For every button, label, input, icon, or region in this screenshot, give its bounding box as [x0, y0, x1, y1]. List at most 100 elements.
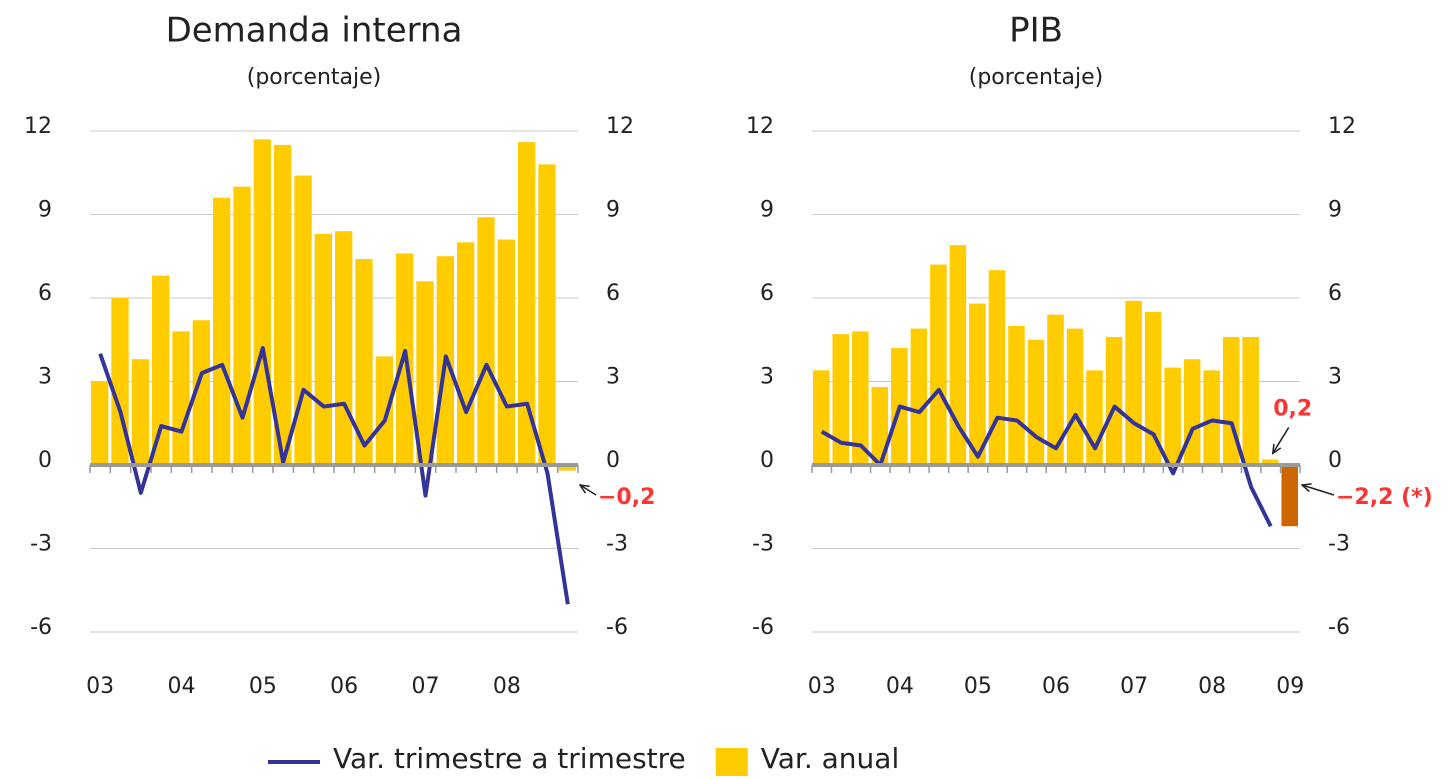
x-tick-label: 05	[249, 674, 277, 699]
bar	[852, 331, 869, 465]
bar	[1183, 359, 1201, 465]
bar	[1027, 339, 1045, 465]
x-tick-label: 03	[808, 674, 836, 699]
bar	[871, 387, 889, 465]
label-arrow	[580, 485, 597, 496]
y-tick-label: 6	[38, 281, 52, 306]
y2-tick-label: 0	[606, 448, 620, 473]
chart-subtitle: (porcentaje)	[247, 65, 381, 90]
value-label: −0,2	[598, 485, 655, 510]
bar	[253, 139, 271, 465]
bar	[355, 259, 373, 465]
line	[98, 346, 570, 605]
y-tick-label: 3	[760, 365, 774, 390]
bar	[457, 242, 475, 465]
y2-tick-label: -6	[1328, 615, 1350, 640]
y2-tick-label: -3	[1328, 532, 1350, 557]
bar	[1008, 325, 1025, 465]
x-tick-label: 07	[1120, 674, 1148, 699]
bar	[558, 465, 576, 471]
x-tick-label: 04	[168, 674, 196, 699]
bar	[1242, 336, 1259, 465]
line	[820, 387, 1273, 528]
y2-tick-label: -6	[606, 615, 628, 640]
bar	[294, 175, 312, 466]
x-tick-label: 05	[964, 674, 992, 699]
y-tick-label: 12	[24, 114, 52, 139]
bar	[131, 359, 149, 465]
y-tick-label: -3	[30, 532, 52, 557]
bar	[233, 186, 251, 465]
bar	[1144, 311, 1162, 465]
bar	[988, 270, 1006, 465]
bar	[497, 239, 515, 465]
bar	[930, 264, 947, 465]
x-tick-label: 06	[330, 674, 358, 699]
bar	[969, 303, 986, 465]
chart-title: PIB	[1009, 11, 1063, 51]
legend-label: Var. anual	[761, 742, 899, 775]
y2-tick-label: 0	[1328, 448, 1342, 473]
bar	[1047, 314, 1064, 465]
x-tick-label: 04	[886, 674, 914, 699]
chart-title: Demanda interna	[166, 11, 463, 51]
bar	[1261, 459, 1279, 465]
x-tick-label: 08	[493, 674, 521, 699]
bar	[1125, 300, 1142, 465]
y2-tick-label: 3	[1328, 365, 1342, 390]
bar	[538, 164, 556, 465]
bar	[813, 370, 830, 465]
bar	[910, 328, 928, 465]
bar	[416, 281, 434, 465]
label-arrow	[1302, 485, 1335, 496]
y2-tick-label: 6	[606, 281, 620, 306]
y2-tick-label: 3	[606, 365, 620, 390]
bar	[172, 331, 190, 465]
y-tick-label: 12	[746, 114, 774, 139]
y-tick-label: 0	[760, 448, 774, 473]
bar	[213, 197, 231, 466]
x-tick-label: 09	[1276, 674, 1304, 699]
y-tick-label: 9	[38, 198, 52, 223]
y-tick-label: 0	[38, 448, 52, 473]
x-tick-label: 07	[412, 674, 440, 699]
bar	[477, 217, 495, 465]
value-label: 0,2	[1273, 396, 1312, 421]
y-tick-label: -3	[752, 532, 774, 557]
y2-tick-label: 12	[606, 114, 634, 139]
bar	[1105, 336, 1123, 465]
bar	[1281, 465, 1298, 527]
bar	[1066, 328, 1084, 465]
y-tick-label: -6	[30, 615, 52, 640]
x-tick-label: 08	[1198, 674, 1226, 699]
bar	[335, 231, 353, 465]
y2-tick-label: 6	[1328, 281, 1342, 306]
bar	[1203, 370, 1220, 465]
bar	[949, 245, 967, 465]
y-tick-label: -6	[752, 615, 774, 640]
y2-tick-label: 9	[606, 198, 620, 223]
y-tick-label: 9	[760, 198, 774, 223]
bar	[1164, 367, 1181, 465]
value-label: −2,2 (*)	[1336, 485, 1433, 510]
bar	[375, 356, 393, 465]
y-tick-label: 6	[760, 281, 774, 306]
chart-subtitle: (porcentaje)	[969, 65, 1103, 90]
bar	[314, 233, 332, 465]
legend-swatch	[715, 748, 748, 776]
y2-tick-label: -3	[606, 532, 628, 557]
bar	[192, 320, 210, 465]
y2-tick-label: 9	[1328, 198, 1342, 223]
label-arrow	[1273, 427, 1290, 453]
x-tick-label: 03	[86, 674, 114, 699]
x-tick-label: 06	[1042, 674, 1070, 699]
bar	[152, 275, 170, 465]
bar	[274, 144, 292, 465]
bar	[1086, 370, 1103, 465]
bar	[832, 334, 850, 465]
bar	[518, 142, 536, 465]
y2-tick-label: 12	[1328, 114, 1356, 139]
bar	[91, 381, 109, 465]
y-tick-label: 3	[38, 365, 52, 390]
